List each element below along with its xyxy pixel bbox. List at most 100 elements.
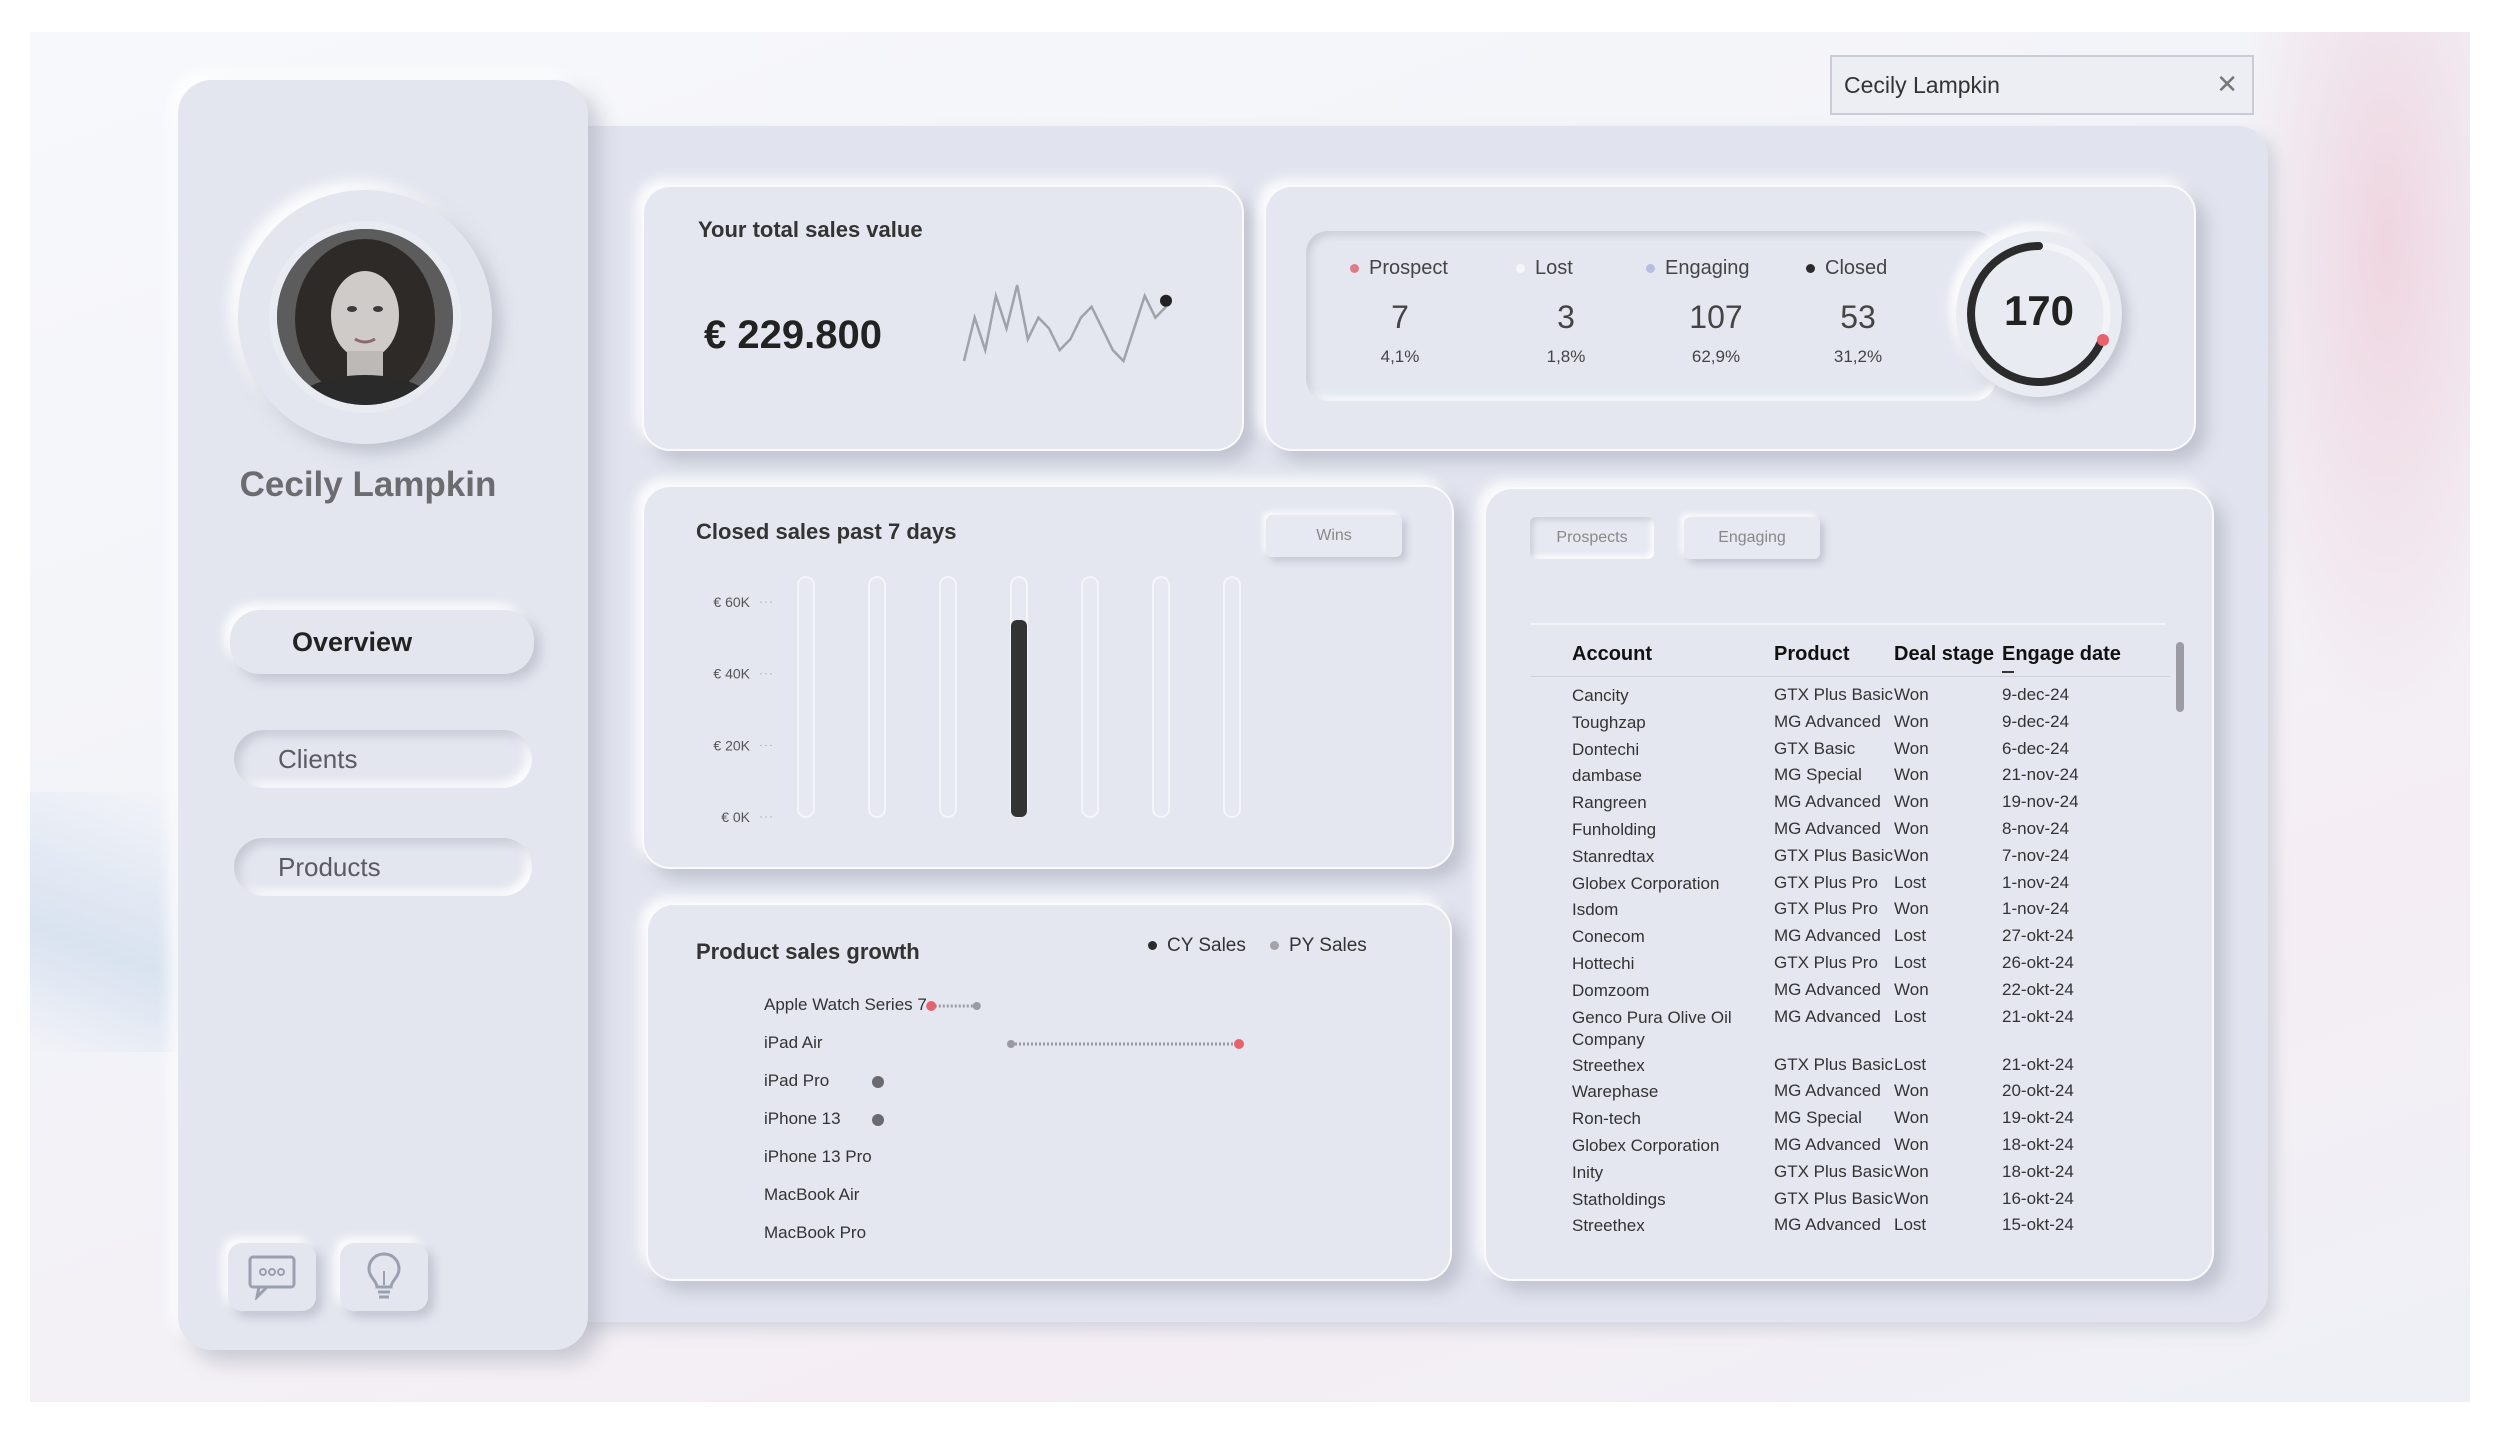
wins-filter-button[interactable]: Wins: [1266, 515, 1402, 557]
product-dumbbell: [926, 1001, 981, 1011]
pipeline-total: 170: [2003, 287, 2075, 334]
stat-label-prospect: Prospect: [1350, 257, 1448, 280]
filter-label: Wins: [1316, 527, 1352, 544]
cell-product: MG Advanced: [1774, 979, 1881, 999]
prospect-dot: [1350, 264, 1359, 274]
total-gauge: 170: [1956, 231, 2122, 397]
cell-engage-date: 22-okt-24: [2002, 979, 2074, 999]
cell-deal-stage: Won: [1894, 1081, 1929, 1101]
py-point[interactable]: [972, 1002, 981, 1010]
bar[interactable]: [1011, 619, 1027, 817]
cell-product: GTX Plus Basic: [1774, 685, 1894, 704]
cell-account: Warephase: [1572, 1082, 1659, 1102]
tab-label: Engaging: [1718, 529, 1786, 546]
cell-account: Dontechi: [1572, 739, 1640, 759]
cell-account: Funholding: [1572, 820, 1657, 839]
lost-dot: [1516, 264, 1525, 274]
cell-account: Isdom: [1572, 900, 1619, 920]
cy-point[interactable]: [872, 1076, 884, 1088]
table-scrollbar[interactable]: [2176, 642, 2184, 712]
cell-account: Rangreen: [1572, 793, 1647, 813]
cy-point[interactable]: [1234, 1039, 1244, 1049]
cell-deal-stage: Won: [1894, 899, 1929, 919]
user-name: Cecily Lampkin: [239, 465, 497, 504]
tips-button[interactable]: [340, 1243, 428, 1311]
col-deal-stage[interactable]: Deal stage: [1894, 643, 1995, 665]
py-point[interactable]: [1007, 1040, 1015, 1048]
user-search-input[interactable]: Cecily Lampkin ✕: [1830, 55, 2254, 115]
col-account[interactable]: Account: [1572, 643, 1652, 665]
stat-pct: 4,1%: [1380, 347, 1420, 366]
close-icon[interactable]: ✕: [2216, 69, 2238, 99]
y-tick-label: € 0K: [721, 809, 750, 825]
product-label: Apple Watch Series 7: [764, 995, 927, 1014]
cell-engage-date: 19-okt-24: [2002, 1108, 2074, 1128]
cell-engage-date: 18-okt-24: [2002, 1161, 2074, 1181]
cell-deal-stage: Lost: [1894, 1006, 1927, 1026]
cell-account: Toughzap: [1572, 712, 1646, 732]
y-tick-label: € 60K: [713, 594, 750, 610]
header-rule: [1530, 676, 2170, 677]
cell-account: Streethex: [1572, 1055, 1645, 1075]
deals-card: Prospects Engaging Account Product Deal …: [1484, 487, 2214, 1281]
sort-indicator: [2002, 671, 2014, 673]
cell-account: Globex Corporation: [1572, 1136, 1720, 1155]
cell-deal-stage: Won: [1894, 711, 1929, 731]
cell-engage-date: 1-nov-24: [2002, 872, 2070, 892]
engaging-dot: [1646, 264, 1655, 274]
closed-sales-chart: € 60K € 40K € 20K € 0K: [713, 576, 1241, 825]
cy-point[interactable]: [926, 1001, 937, 1011]
cell-deal-stage: Lost: [1894, 1215, 1927, 1235]
cell-deal-stage: Won: [1894, 845, 1929, 865]
stat-label-engaging: Engaging: [1646, 257, 1750, 280]
cell-account: Conecom: [1572, 927, 1645, 947]
cell-deal-stage: Lost: [1894, 953, 1927, 972]
tab-label: Prospects: [1556, 529, 1628, 546]
bar-track: [1223, 576, 1241, 818]
bar-track: [797, 576, 815, 818]
cell-engage-date: 18-okt-24: [2002, 1135, 2074, 1154]
cell-product: MG Advanced: [1774, 819, 1881, 838]
cell-account: Streethex: [1572, 1216, 1645, 1236]
nav-overview[interactable]: Overview: [230, 610, 534, 674]
cell-engage-date: 8-nov-24: [2002, 819, 2070, 838]
nav-clients[interactable]: Clients: [234, 730, 532, 788]
cell-product: GTX Plus Pro: [1774, 899, 1878, 919]
cell-account: Hottechi: [1572, 954, 1635, 973]
col-product[interactable]: Product: [1774, 643, 1850, 665]
tab-engaging[interactable]: Engaging: [1684, 517, 1820, 559]
cell-product: MG Advanced: [1774, 1006, 1881, 1026]
bar-track: [1081, 576, 1099, 818]
tab-prospects[interactable]: Prospects: [1530, 517, 1654, 559]
card-title: Your total sales value: [698, 217, 923, 242]
cell-account: Inity: [1572, 1162, 1604, 1182]
cy-point[interactable]: [872, 1114, 884, 1126]
cell-engage-date: 7-nov-24: [2002, 845, 2070, 865]
cell-product: GTX Plus Pro: [1774, 872, 1878, 892]
cell-engage-date: 27-okt-24: [2002, 926, 2074, 946]
cell-deal-stage: Won: [1894, 765, 1929, 785]
cell-product: MG Advanced: [1774, 1135, 1881, 1154]
cell-product: GTX Plus Pro: [1774, 953, 1878, 972]
nav-label: Overview: [292, 626, 413, 657]
cell-product: GTX Plus Basic: [1774, 1054, 1894, 1074]
cell-deal-stage: Won: [1894, 792, 1929, 812]
nav-products[interactable]: Products: [234, 838, 532, 896]
cell-product: MG Special: [1774, 765, 1862, 785]
product-label: MacBook Pro: [764, 1223, 867, 1242]
col-engage-date[interactable]: Engage date: [2002, 643, 2121, 665]
cell-deal-stage: Won: [1894, 979, 1929, 999]
y-tick-label: € 20K: [713, 737, 750, 753]
chat-button[interactable]: [228, 1243, 316, 1311]
cell-product: MG Advanced: [1774, 792, 1881, 812]
legend-py: PY Sales: [1270, 935, 1367, 957]
cell-deal-stage: Lost: [1894, 1054, 1927, 1074]
nav-label: Clients: [278, 743, 358, 774]
cell-engage-date: 16-okt-24: [2002, 1188, 2074, 1208]
card-title: Closed sales past 7 days: [696, 519, 957, 544]
bar-track: [868, 576, 886, 818]
product-label: iPhone 13 Pro: [764, 1147, 872, 1166]
cell-account: Domzoom: [1572, 980, 1650, 1000]
py-dot: [1270, 941, 1279, 951]
chat-icon: [248, 1255, 296, 1300]
